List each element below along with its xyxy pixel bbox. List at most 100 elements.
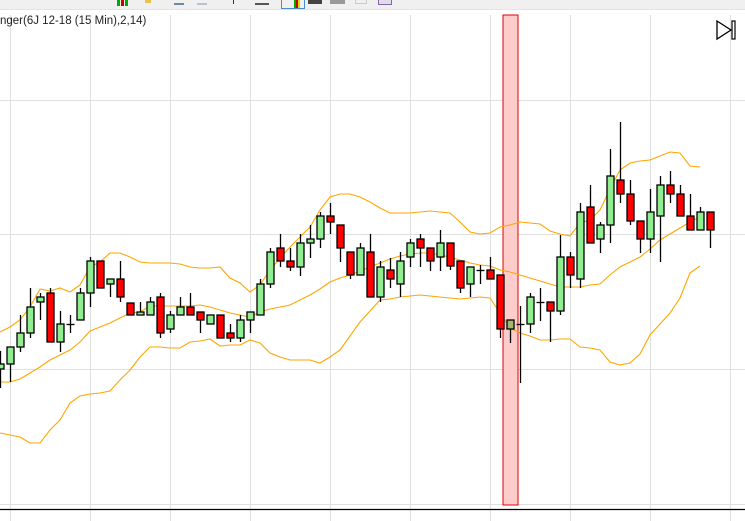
candle[interactable] [16,315,25,352]
candle[interactable] [136,302,145,316]
zoom-out-icon[interactable] [197,0,207,5]
candle[interactable] [536,288,545,321]
candle[interactable] [356,243,365,276]
candles [0,122,715,388]
bar-style-icon[interactable] [117,0,129,6]
indicator-legend: nger(6J 12-18 (15 Min),2,14) [0,15,147,27]
candle[interactable] [666,171,675,203]
candle-body [706,211,715,231]
candle[interactable] [676,185,685,217]
zoom-in-icon[interactable] [174,0,184,5]
candle[interactable] [376,261,385,302]
magnifier-icon[interactable] [255,0,269,5]
candle[interactable] [326,203,335,234]
candle[interactable] [686,194,695,231]
candle[interactable] [586,185,595,244]
candle[interactable] [336,224,345,262]
candle[interactable] [426,247,435,271]
candle[interactable] [646,189,655,253]
candle-body [386,269,395,280]
candle[interactable] [656,176,665,262]
candle[interactable] [96,260,105,289]
candle-body [496,274,505,330]
candle-body [256,283,265,316]
candle[interactable] [156,293,165,338]
candle[interactable] [246,311,255,333]
candle[interactable] [196,311,205,333]
candle[interactable] [516,306,525,383]
candle[interactable] [606,149,615,243]
candle[interactable] [206,314,215,325]
candle[interactable] [556,235,565,315]
candle[interactable] [186,293,195,316]
candle[interactable] [266,248,275,288]
panel-icon[interactable] [330,0,345,4]
candle[interactable] [456,260,465,293]
skip-to-end-icon[interactable] [716,20,738,42]
candle-body [656,184,665,217]
candle-body [506,319,515,330]
candle[interactable] [36,293,45,320]
candle[interactable] [626,180,635,225]
toolbar [0,0,745,10]
candle-body [406,242,415,258]
candle[interactable] [366,234,375,298]
cursor-icon[interactable] [227,0,234,4]
candle[interactable] [396,252,405,297]
candle-body [626,193,635,222]
candle[interactable] [86,257,95,307]
candle-body [466,266,475,285]
candle[interactable] [476,265,485,284]
candle[interactable] [546,301,555,342]
candle[interactable] [486,257,495,280]
candle-body [356,247,365,276]
candle[interactable] [496,274,505,338]
candle[interactable] [706,211,715,248]
candle[interactable] [166,311,175,333]
bollinger-bands [0,151,701,444]
candle[interactable] [406,239,415,267]
candle[interactable] [696,207,705,231]
candle[interactable] [56,311,65,352]
candle[interactable] [416,234,425,267]
candle[interactable] [106,278,115,297]
candle[interactable] [436,230,445,271]
candle-body [686,215,695,231]
candle[interactable] [386,258,395,288]
candle[interactable] [286,248,295,271]
candle[interactable] [576,203,585,288]
candle[interactable] [306,225,315,258]
candle[interactable] [296,234,305,276]
candle[interactable] [6,346,15,382]
candle[interactable] [126,302,135,316]
candle[interactable] [116,261,125,302]
candle[interactable] [466,266,475,297]
candle[interactable] [346,251,355,279]
candle[interactable] [26,288,35,338]
window-icon[interactable] [378,0,392,5]
candle[interactable] [226,324,235,342]
candle[interactable] [596,222,605,253]
candle[interactable] [46,288,55,343]
candle-style-icon[interactable] [308,0,322,4]
candle[interactable] [636,220,645,253]
candle[interactable] [316,212,325,248]
candle[interactable] [256,279,265,316]
pencil-icon[interactable] [145,0,151,3]
candle[interactable] [66,315,75,333]
candle[interactable] [146,297,155,316]
candle[interactable] [216,314,225,339]
chart-style-icon[interactable] [281,0,305,9]
candle[interactable] [0,351,5,388]
candle[interactable] [236,315,245,342]
candle[interactable] [506,319,515,343]
blank-icon[interactable] [355,0,367,4]
candle[interactable] [276,234,285,267]
candle[interactable] [446,242,455,270]
candle[interactable] [76,288,85,321]
candle[interactable] [176,297,185,316]
candle[interactable] [526,293,535,333]
candle[interactable] [616,122,625,203]
candle[interactable] [566,252,575,288]
